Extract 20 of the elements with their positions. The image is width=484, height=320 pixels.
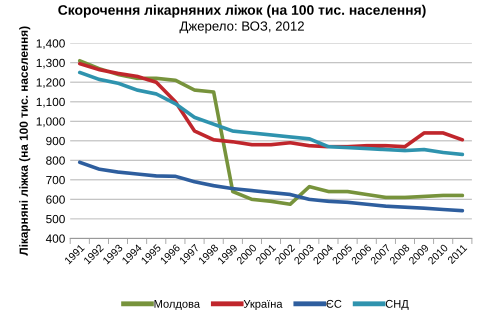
y-tick-label: 600 bbox=[46, 195, 65, 204]
line-series bbox=[78, 160, 464, 212]
y-axis-title: Лікарняні ліжка (на 100 тис. населення) bbox=[19, 26, 30, 256]
y-tick-label: 1,200 bbox=[36, 78, 65, 88]
legend-label: ЄС bbox=[326, 300, 342, 308]
legend-label: Україна bbox=[244, 300, 283, 310]
y-tick-label: 800 bbox=[46, 156, 65, 165]
y-tick-label: 700 bbox=[46, 176, 65, 184]
chart-title: Скорочення лікарняних ліжок (на 100 тис. населення) bbox=[58, 4, 426, 18]
y-tick-label: 400 bbox=[46, 234, 65, 243]
y-tick-label: 1,300 bbox=[36, 58, 65, 69]
legend-label: Молдова bbox=[154, 300, 200, 310]
legend-label: СНД bbox=[386, 300, 409, 310]
y-tick-label: 500 bbox=[46, 214, 65, 224]
y-tick-label: 1,000 bbox=[36, 117, 65, 128]
line-series bbox=[78, 70, 464, 156]
chart-subtitle: Джерело: ВОЗ, 2012 bbox=[180, 21, 304, 34]
y-tick-label: 1,400 bbox=[36, 39, 65, 49]
y-tick-label: 900 bbox=[46, 136, 65, 146]
y-tick-label: 1,100 bbox=[36, 98, 65, 108]
